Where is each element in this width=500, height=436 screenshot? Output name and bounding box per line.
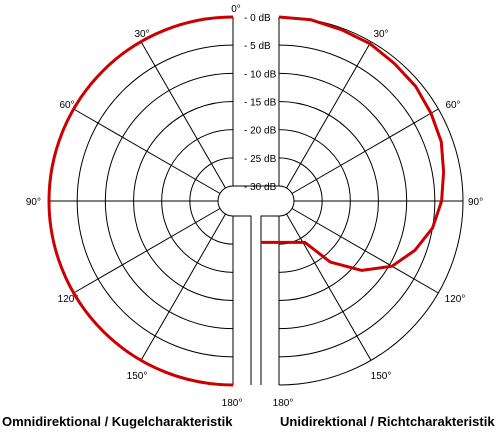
db-label-0: - 0 dB bbox=[244, 13, 271, 24]
db-scale-labels: - 0 dB - 5 dB - 10 dB - 15 dB - 20 dB - 25 dB… bbox=[244, 13, 277, 193]
right-polar-grid bbox=[278, 16, 464, 386]
db-label-25: - 25 dB bbox=[244, 154, 277, 165]
left-polar-grid bbox=[48, 16, 279, 386]
angle-label-180: 180° bbox=[222, 398, 243, 409]
db-label-5: - 5 dB bbox=[244, 41, 271, 52]
left-spoke-30 bbox=[140, 41, 226, 189]
right-spoke-60 bbox=[291, 108, 439, 194]
angle-label-30: 30° bbox=[134, 29, 149, 40]
db-label-10: - 10 dB bbox=[244, 69, 277, 80]
angle-label-150-b: 150° bbox=[371, 371, 392, 382]
right-spoke-150 bbox=[286, 213, 372, 361]
angle-label-0: 0° bbox=[231, 4, 241, 15]
angle-label-180-b: 180° bbox=[273, 398, 294, 409]
db-label-20: - 20 dB bbox=[244, 126, 277, 137]
omni-caption: Omnidirektional / Kugelcharakteristik bbox=[2, 414, 233, 429]
angle-label-60: 60° bbox=[59, 100, 74, 111]
pattern-curves bbox=[47, 15, 446, 387]
angle-label-90-b: 90° bbox=[468, 197, 483, 208]
right-ring-30db bbox=[278, 185, 295, 217]
left-ring-30db bbox=[217, 185, 234, 217]
centre-hub bbox=[233, 185, 279, 385]
left-spoke-60 bbox=[73, 108, 221, 194]
left-spoke-150 bbox=[140, 213, 226, 361]
db-label-15: - 15 dB bbox=[244, 98, 277, 109]
angle-label-60-b: 60° bbox=[445, 100, 460, 111]
cardioid-caption: Unidirektional / Richtcharakteristik bbox=[280, 414, 495, 429]
omni-pattern-curve bbox=[47, 15, 234, 387]
angle-label-30-b: 30° bbox=[373, 29, 388, 40]
angle-label-120: 120° bbox=[58, 294, 79, 305]
cardioid-pattern-curve bbox=[261, 15, 446, 272]
angle-label-90: 90° bbox=[26, 197, 41, 208]
angle-tick-labels: 0° 30° 30° 60° 60° 90° 90° 120° 120° 150° 150° 180°… bbox=[26, 4, 483, 409]
angle-label-150: 150° bbox=[127, 371, 148, 382]
left-spoke-120 bbox=[73, 208, 221, 294]
right-spoke-30 bbox=[286, 41, 372, 189]
right-spoke-120 bbox=[291, 208, 439, 294]
angle-label-120-b: 120° bbox=[445, 294, 466, 305]
db-label-30: - 30 dB bbox=[244, 182, 277, 193]
